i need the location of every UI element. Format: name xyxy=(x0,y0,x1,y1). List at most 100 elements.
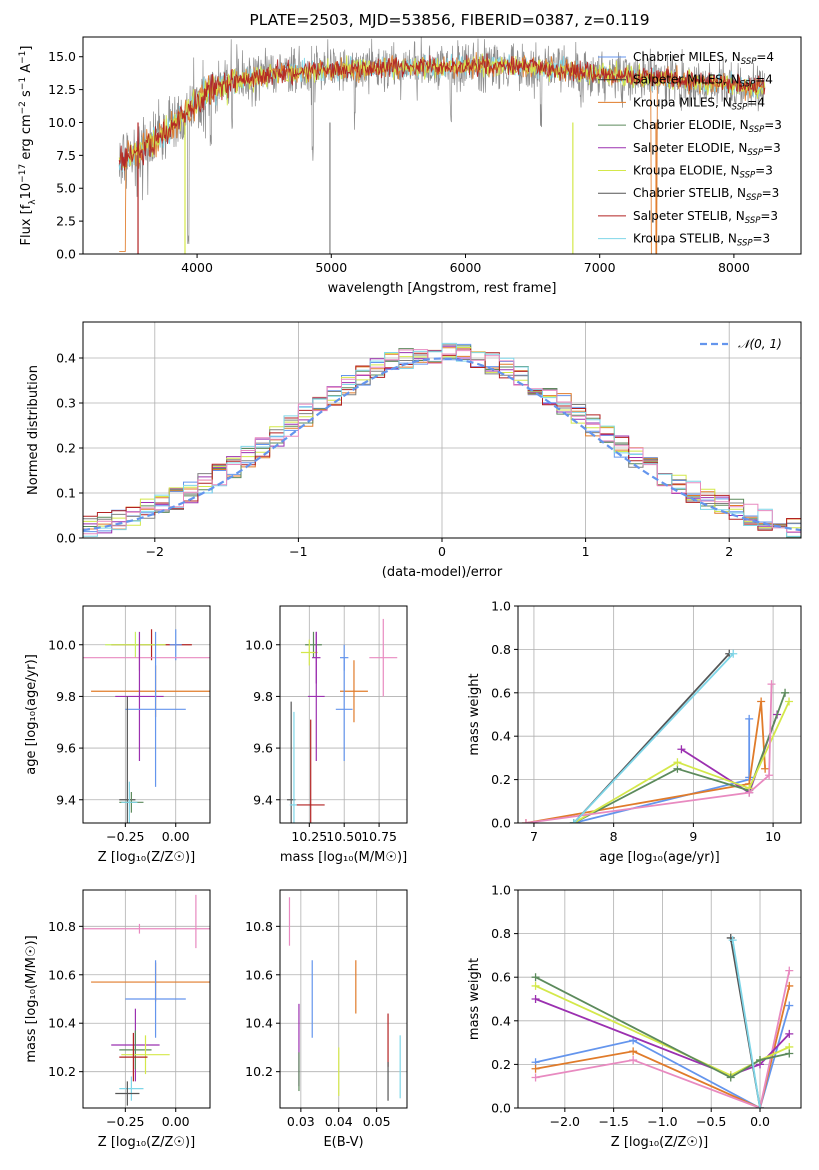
weight_vs_age-panel: 7 8 9 10 0.0 0.2 0.4 0.6 0.8 1.0 age [log₁₀(age/yr… xyxy=(467,599,802,865)
mass_vs_Z-ytick-label-3: 10.8 xyxy=(48,919,76,934)
weight_vs_Z-marker-5-1 xyxy=(726,1073,735,1082)
age_vs_Z-frame xyxy=(82,605,211,824)
mass_vs_EBV-frame xyxy=(279,889,408,1109)
weight_vs_age-frame xyxy=(517,605,802,824)
spectrum-plot-area xyxy=(118,37,766,254)
spectrum-ytick-label-4: 10.0 xyxy=(48,115,76,130)
age_vs_mass-frame xyxy=(279,605,408,824)
spectrum-xtick-label-2: 6000 xyxy=(450,260,482,275)
age_vs_mass-xtick-label-1: 10.50 xyxy=(326,829,362,844)
age_vs_Z-point-1 xyxy=(105,631,166,658)
age_vs_Z-point-2 xyxy=(169,629,182,661)
spectrum-frame xyxy=(82,36,802,255)
legend-label-8: Kroupa STELIB, NSSP=3 xyxy=(633,232,770,249)
weight_vs_Z-ytick-label-3: 0.6 xyxy=(491,970,511,985)
spectrum-legend: Chabrier MILES, NSSP=4 Salpeter MILES, NS… xyxy=(598,50,782,249)
age_vs_mass-plot-area xyxy=(286,618,398,823)
weight_vs_Z-panel: −2.0 −1.5 −1.0 −0.5 0.0 0.0 0.2 0.4 0.6 0.8 1.0 Z [… xyxy=(467,883,802,1150)
weight_vs_age-marker-4-1 xyxy=(673,758,682,767)
weight_vs_Z-xlabel: Z [log₁₀(Z/Z☉)] xyxy=(611,1135,708,1150)
age_vs_Z-ytick-label-2: 9.8 xyxy=(56,689,76,704)
age_vs_Z-ytick-label-3: 10.0 xyxy=(48,637,76,652)
weight_vs_Z-frame xyxy=(517,889,802,1109)
weight_vs_Z-ytick-label-1: 0.2 xyxy=(491,1057,511,1072)
mass_vs_Z-ylabel: mass [log₁₀(M/M☉)] xyxy=(24,935,39,1062)
spectrum-xtick-label-0: 4000 xyxy=(181,260,213,275)
legend-label-1: Salpeter MILES, NSSP=4 xyxy=(633,73,773,90)
age_vs_mass-ytick-label-0: 9.4 xyxy=(253,792,273,807)
legend-label-7: Salpeter STELIB, NSSP=3 xyxy=(633,209,778,226)
weight_vs_age-ytick-label-3: 0.6 xyxy=(491,685,511,700)
age_vs_Z-xtick-label-0: −0.25 xyxy=(106,829,144,844)
weight_vs_age-marker-0-2 xyxy=(745,714,754,723)
residuals-ytick-label-3: 0.3 xyxy=(56,396,76,411)
weight_vs_age-series-0 xyxy=(573,718,751,823)
age_vs_mass-xtick-label-2: 10.75 xyxy=(361,829,397,844)
age_vs_Z-point-5 xyxy=(115,631,164,761)
age_vs_mass-point-0 xyxy=(305,631,322,658)
mass_vs_EBV-ytick-label-1: 10.4 xyxy=(245,1016,273,1031)
spectrum-panel: 4000 5000 6000 7000 8000 0.0 2.5 5.0 7.5 10.0 12.5… xyxy=(18,36,802,296)
legend-label-4: Salpeter ELODIE, NSSP=3 xyxy=(633,141,781,158)
legend-label-3: Chabrier ELODIE, NSSP=3 xyxy=(633,118,782,135)
weight_vs_Z-ytick-label-0: 0.0 xyxy=(491,1101,511,1116)
age_vs_Z-ytick-label-1: 9.6 xyxy=(56,741,76,756)
weight_vs_Z-xtick-label-3: −0.5 xyxy=(696,1114,726,1129)
weight_vs_Z-series-2 xyxy=(535,970,791,1108)
age_vs_mass-ytick-label-1: 9.6 xyxy=(253,741,273,756)
mass_vs_EBV-panel: 0.03 0.04 0.05 10.2 10.4 10.6 10.8 E(B-V) xyxy=(245,889,408,1150)
mass_vs_EBV-ytick-label-2: 10.6 xyxy=(245,967,273,982)
mass_vs_Z-xtick-label-1: 0.00 xyxy=(162,1114,190,1129)
weight_vs_age-ytick-label-5: 1.0 xyxy=(491,599,511,614)
weight_vs_Z-marker-2-0 xyxy=(531,1073,540,1082)
weight_vs_age-marker-1-2 xyxy=(757,697,766,706)
weight_vs_age-marker-4-3 xyxy=(785,697,794,706)
weight_vs_Z-marker-7-0 xyxy=(728,936,737,945)
legend-label-0: Chabrier MILES, NSSP=4 xyxy=(633,50,774,67)
normal-curve xyxy=(83,357,801,532)
hist-series-7 xyxy=(83,342,801,537)
weight_vs_age-marker-7-1 xyxy=(729,649,738,658)
spectrum-line-4 xyxy=(118,53,766,171)
weight_vs_Z-series-1 xyxy=(535,985,791,1108)
mass_vs_Z-ytick-label-2: 10.6 xyxy=(48,967,76,982)
residuals-xlabel: (data-model)/error xyxy=(382,565,503,580)
residuals-xtick-label-1: −1 xyxy=(289,544,307,559)
mass_vs_Z-frame xyxy=(82,889,211,1109)
weight_vs_age-ytick-label-1: 0.2 xyxy=(491,772,511,787)
weight_vs_Z-xtick-label-4: 0.0 xyxy=(750,1114,770,1129)
weight_vs_age-xtick-label-3: 10 xyxy=(765,829,781,844)
mass_vs_Z-xtick-label-0: −0.25 xyxy=(106,1114,144,1129)
residuals-xtick-label-3: 1 xyxy=(582,544,590,559)
residuals-xtick-label-2: 0 xyxy=(438,544,446,559)
weight_vs_Z-marker-7-1 xyxy=(756,1104,765,1108)
age_vs_mass-point-4 xyxy=(369,618,398,697)
mass_vs_Z-ytick-label-0: 10.2 xyxy=(48,1064,76,1079)
spectrum-ytick-label-1: 2.5 xyxy=(56,214,76,229)
weight_vs_age-series-7 xyxy=(573,653,734,823)
residuals-ytick-label-1: 0.1 xyxy=(56,486,76,501)
spectrum-ytick-label-2: 5.0 xyxy=(56,181,76,196)
age_vs_Z-panel: −0.25 0.00 9.4 9.6 9.8 10.0 Z [log₁₀(Z/Z☉)] age… xyxy=(24,605,211,865)
spectrum-ylabel: Flux [fλ10−17 erg cm−2 s−1 A−1] xyxy=(18,46,38,246)
age_vs_mass-point-10 xyxy=(296,719,325,823)
weight_vs_age-xlabel: age [log₁₀(age/yr)] xyxy=(599,850,720,865)
weight_vs_Z-marker-3-0 xyxy=(531,995,540,1003)
age_vs_Z-ylabel: age [log₁₀(age/yr)] xyxy=(24,654,39,775)
weight_vs_Z-marker-5-2 xyxy=(756,1056,765,1065)
hist-series-8 xyxy=(83,349,801,535)
weight_vs_age-marker-5-0 xyxy=(521,819,530,823)
weight_vs_age-ytick-label-4: 0.8 xyxy=(491,642,511,657)
weight_vs_Z-ytick-label-5: 1.0 xyxy=(491,883,511,898)
weight_vs_age-series-3 xyxy=(573,692,786,823)
mass_vs_Z-point-6 xyxy=(121,1035,170,1075)
weight_vs_age-plot-area xyxy=(521,649,794,823)
residuals-xtick-label-0: −2 xyxy=(146,544,164,559)
weight_vs_Z-xtick-label-2: −1.0 xyxy=(647,1114,677,1129)
mass_vs_Z-ytick-label-1: 10.4 xyxy=(48,1016,76,1031)
mass_vs_Z-xlabel: Z [log₁₀(Z/Z☉)] xyxy=(98,1135,195,1150)
mass_vs_Z-point-8 xyxy=(119,1076,144,1101)
mass_vs_Z-point-0 xyxy=(83,923,210,934)
age_vs_mass-ytick-label-2: 9.8 xyxy=(253,689,273,704)
